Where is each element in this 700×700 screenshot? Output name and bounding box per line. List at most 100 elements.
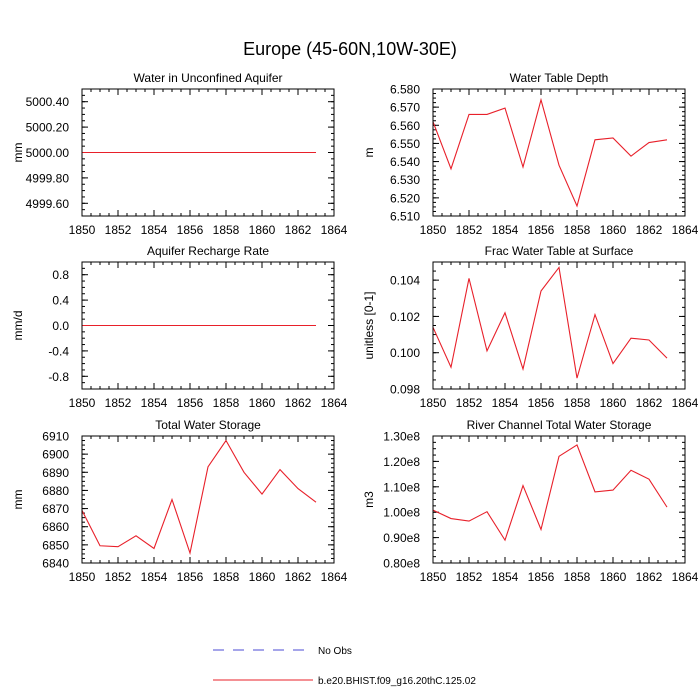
y-tick-label: 0.098 [390, 383, 420, 397]
x-tick-label: 1852 [456, 396, 483, 410]
x-tick-label: 1852 [456, 570, 483, 584]
chart-panel: Aquifer Recharge Rate mm/d 1850 1852 1854 185… [11, 244, 348, 410]
x-tick-label: 1856 [177, 223, 204, 237]
x-tick-label: 1854 [492, 396, 519, 410]
y-axis-label: mm/d [11, 311, 25, 341]
x-tick-label: 1854 [492, 570, 519, 584]
chart-title: Water Table Depth [510, 71, 609, 85]
y-tick-label: 6.550 [390, 137, 420, 151]
chart-panel: Water in Unconfined Aquifer mm 1850 1852 185… [11, 71, 348, 237]
x-tick-label: 1856 [177, 396, 204, 410]
y-tick-label: 6840 [42, 557, 69, 571]
y-tick-label: -0.8 [48, 370, 69, 384]
chart-panel: Total Water Storage mm 1850 1852 1854 1856 185… [11, 418, 348, 584]
x-tick-label: 1862 [636, 223, 663, 237]
y-tick-label: 5000.00 [26, 146, 70, 160]
x-tick-label: 1858 [213, 223, 240, 237]
x-tick-label: 1854 [141, 396, 168, 410]
y-tick-label: 6850 [42, 538, 69, 552]
y-tick-label: 1.00e8 [383, 506, 420, 520]
x-tick-label: 1862 [285, 396, 312, 410]
x-tick-label: 1860 [249, 396, 276, 410]
x-tick-label: 1862 [636, 570, 663, 584]
x-tick-label: 1850 [69, 396, 96, 410]
y-tick-label: 0.0 [52, 319, 69, 333]
chart-title: Frac Water Table at Surface [485, 244, 634, 258]
plot-frame [81, 435, 335, 564]
x-tick-label: 1858 [564, 396, 591, 410]
plot-frame [81, 261, 335, 390]
y-tick-label: 6.540 [390, 155, 420, 169]
series-line [432, 97, 668, 208]
x-tick-label: 1864 [672, 570, 699, 584]
x-tick-label: 1850 [420, 223, 447, 237]
x-tick-label: 1856 [177, 570, 204, 584]
x-tick-label: 1854 [492, 223, 519, 237]
chart-title: Water in Unconfined Aquifer [134, 71, 283, 85]
chart-title: River Channel Total Water Storage [467, 418, 652, 432]
x-tick-label: 1860 [249, 570, 276, 584]
y-tick-label: 0.100 [390, 346, 420, 360]
legend: No Obs b.e20.BHIST.f09_g16.20thC.125.02 [213, 646, 476, 687]
x-tick-label: 1854 [141, 570, 168, 584]
x-tick-label: 1856 [528, 570, 555, 584]
y-tick-label: 6860 [42, 520, 69, 534]
y-tick-label: 0.90e8 [383, 531, 420, 545]
plot-frame [432, 261, 686, 390]
plot-frame [432, 435, 686, 564]
chart-panel: Water Table Depth m 1850 1852 1854 1856 1858 18… [362, 71, 699, 237]
y-axis-label: mm [11, 143, 25, 163]
x-tick-label: 1862 [285, 223, 312, 237]
y-tick-label: 1.30e8 [383, 430, 420, 444]
series-line [81, 439, 317, 556]
y-tick-label: 0.102 [390, 310, 420, 324]
x-tick-label: 1850 [69, 223, 96, 237]
legend-label: No Obs [318, 646, 352, 657]
y-tick-label: 6.510 [390, 210, 420, 224]
y-tick-label: 6910 [42, 430, 69, 444]
y-tick-label: 0.4 [52, 294, 69, 308]
y-tick-label: 6890 [42, 466, 69, 480]
chart-title: Aquifer Recharge Rate [147, 244, 269, 258]
y-tick-label: 4999.80 [26, 171, 70, 185]
y-tick-label: 6.520 [390, 191, 420, 205]
x-tick-label: 1858 [213, 570, 240, 584]
y-tick-label: 1.20e8 [383, 455, 420, 469]
chart-title: Total Water Storage [155, 418, 261, 432]
x-tick-label: 1850 [69, 570, 96, 584]
x-tick-label: 1854 [141, 223, 168, 237]
y-tick-label: 6870 [42, 502, 69, 516]
x-tick-label: 1860 [600, 396, 627, 410]
y-tick-label: 5000.40 [26, 95, 70, 109]
x-tick-label: 1858 [564, 223, 591, 237]
y-tick-label: 1.10e8 [383, 480, 420, 494]
y-tick-label: -0.4 [48, 344, 69, 358]
page-title: Europe (45-60N,10W-30E) [243, 39, 457, 59]
x-tick-label: 1864 [672, 223, 699, 237]
plot-frame [81, 88, 335, 217]
x-tick-label: 1856 [528, 396, 555, 410]
x-tick-label: 1852 [105, 570, 132, 584]
y-axis-label: m3 [362, 491, 376, 508]
x-tick-label: 1862 [636, 396, 663, 410]
y-tick-label: 6880 [42, 484, 69, 498]
x-tick-label: 1858 [213, 396, 240, 410]
y-tick-label: 6.580 [390, 83, 420, 97]
x-tick-label: 1852 [105, 223, 132, 237]
y-tick-label: 6.570 [390, 101, 420, 115]
x-tick-label: 1856 [528, 223, 555, 237]
chart-panel: River Channel Total Water Storage m3 1850 1… [362, 418, 699, 584]
y-tick-label: 6.560 [390, 119, 420, 133]
series-line [432, 444, 668, 542]
x-tick-label: 1864 [321, 223, 348, 237]
y-axis-label: unitless [0-1] [362, 291, 376, 359]
y-tick-label: 6.530 [390, 173, 420, 187]
plot-frame [432, 88, 686, 217]
x-tick-label: 1852 [456, 223, 483, 237]
x-tick-label: 1860 [600, 570, 627, 584]
x-tick-label: 1864 [321, 570, 348, 584]
chart-panel: Frac Water Table at Surface unitless [0-1… [362, 244, 699, 410]
x-tick-label: 1864 [321, 396, 348, 410]
x-tick-label: 1852 [105, 396, 132, 410]
